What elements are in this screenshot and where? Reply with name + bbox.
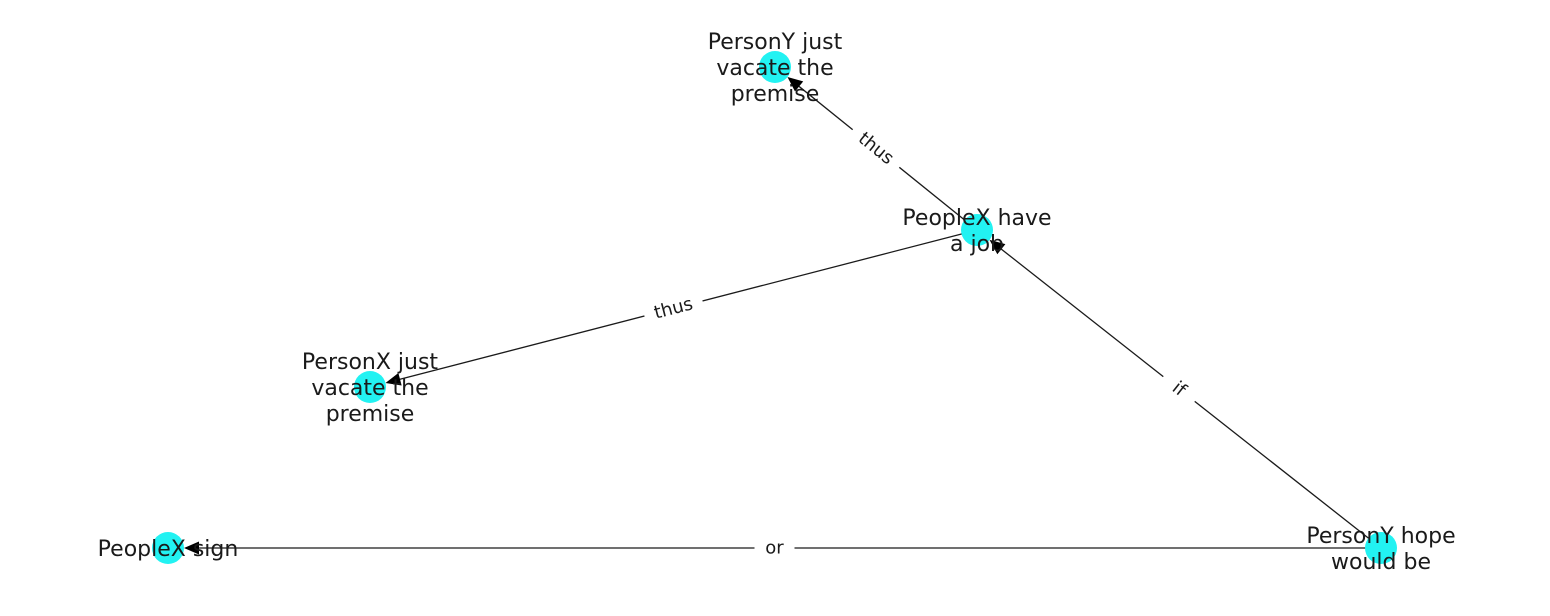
edge-label-background bbox=[754, 536, 795, 560]
edge-label: thus bbox=[652, 293, 695, 323]
arrowhead-personx_vacate bbox=[385, 372, 402, 386]
edges-layer: thus thus if or bbox=[184, 77, 1382, 560]
edge-label-group: or bbox=[754, 536, 795, 560]
node-label-peoplex_have_a_job: PeopleX have a job bbox=[902, 206, 1051, 257]
edge-label-background bbox=[845, 120, 907, 177]
edge-label-background bbox=[641, 289, 706, 328]
edge-label-group: thus bbox=[845, 120, 907, 177]
node-personx_vacate bbox=[354, 371, 386, 403]
edge-label-background bbox=[1155, 367, 1203, 411]
edge-label: or bbox=[765, 538, 784, 559]
arrowhead-persony_vacate bbox=[787, 77, 804, 92]
labels-layer: PeopleX have a job PersonY just vacate the p… bbox=[98, 30, 1456, 575]
node-peoplex_sign bbox=[152, 532, 184, 564]
node-label-persony_hope: PersonY hope would be bbox=[1306, 524, 1455, 575]
nodes-layer bbox=[152, 51, 1397, 564]
node-label-personx_vacate: PersonX just vacate the premise bbox=[302, 350, 439, 427]
node-peoplex_have_a_job bbox=[961, 214, 993, 246]
node-label-persony_vacate: PersonY just vacate the premise bbox=[708, 30, 843, 107]
arrowhead-peoplex_have_a_job bbox=[989, 239, 1006, 255]
node-persony_hope bbox=[1365, 532, 1397, 564]
arrowhead-peoplex_sign bbox=[184, 541, 199, 555]
edge-label-group: thus bbox=[641, 289, 706, 328]
node-persony_vacate bbox=[759, 51, 791, 83]
edge-label-group: if bbox=[1155, 367, 1203, 411]
node-label-peoplex_sign: PeopleX sign bbox=[98, 537, 239, 562]
